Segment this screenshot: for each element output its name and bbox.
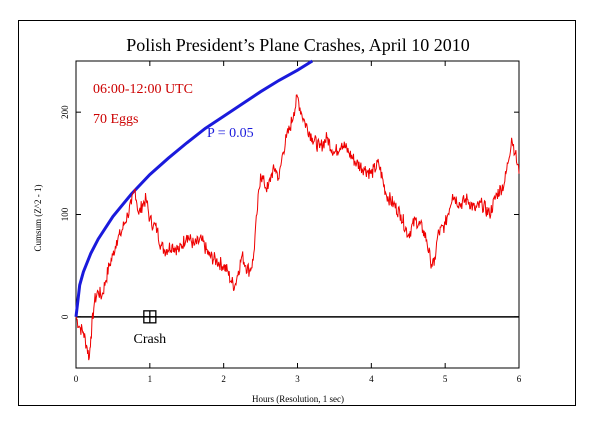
x-tick-label: 1 — [148, 374, 153, 384]
plot-area — [75, 60, 520, 369]
chart-frame: Polish President’s Plane Crashes, April … — [18, 20, 576, 406]
x-tick-label: 0 — [74, 374, 79, 384]
tick-labels-group: 0 1 2 3 4 5 6 0 100 200 — [60, 105, 522, 384]
y-tick-label: 100 — [60, 207, 70, 221]
x-tick-label: 6 — [517, 374, 522, 384]
cumsum-series-line — [75, 94, 520, 361]
crash-event-marker — [143, 310, 157, 324]
chart-svg: Polish President’s Plane Crashes, April … — [33, 35, 522, 404]
y-tick-label: 0 — [60, 314, 70, 319]
p-envelope-line — [74, 59, 314, 317]
x-axis-label: Hours (Resolution, 1 sec) — [252, 394, 344, 404]
y-tick-label: 200 — [60, 105, 70, 119]
eggs-label: 70 Eggs — [93, 112, 139, 127]
p-value-label: P = 0.05 — [207, 126, 254, 141]
time-range-label: 06:00-12:00 UTC — [93, 82, 193, 97]
y-axis-label: Cumsum (Z^2 - 1) — [33, 185, 43, 252]
x-tick-label: 3 — [295, 374, 300, 384]
crash-label: Crash — [133, 332, 166, 347]
ticks-group — [75, 61, 520, 368]
x-tick-label: 2 — [221, 374, 226, 384]
x-tick-label: 5 — [443, 374, 448, 384]
x-tick-label: 4 — [369, 374, 374, 384]
chart-title: Polish President’s Plane Crashes, April … — [126, 35, 470, 55]
